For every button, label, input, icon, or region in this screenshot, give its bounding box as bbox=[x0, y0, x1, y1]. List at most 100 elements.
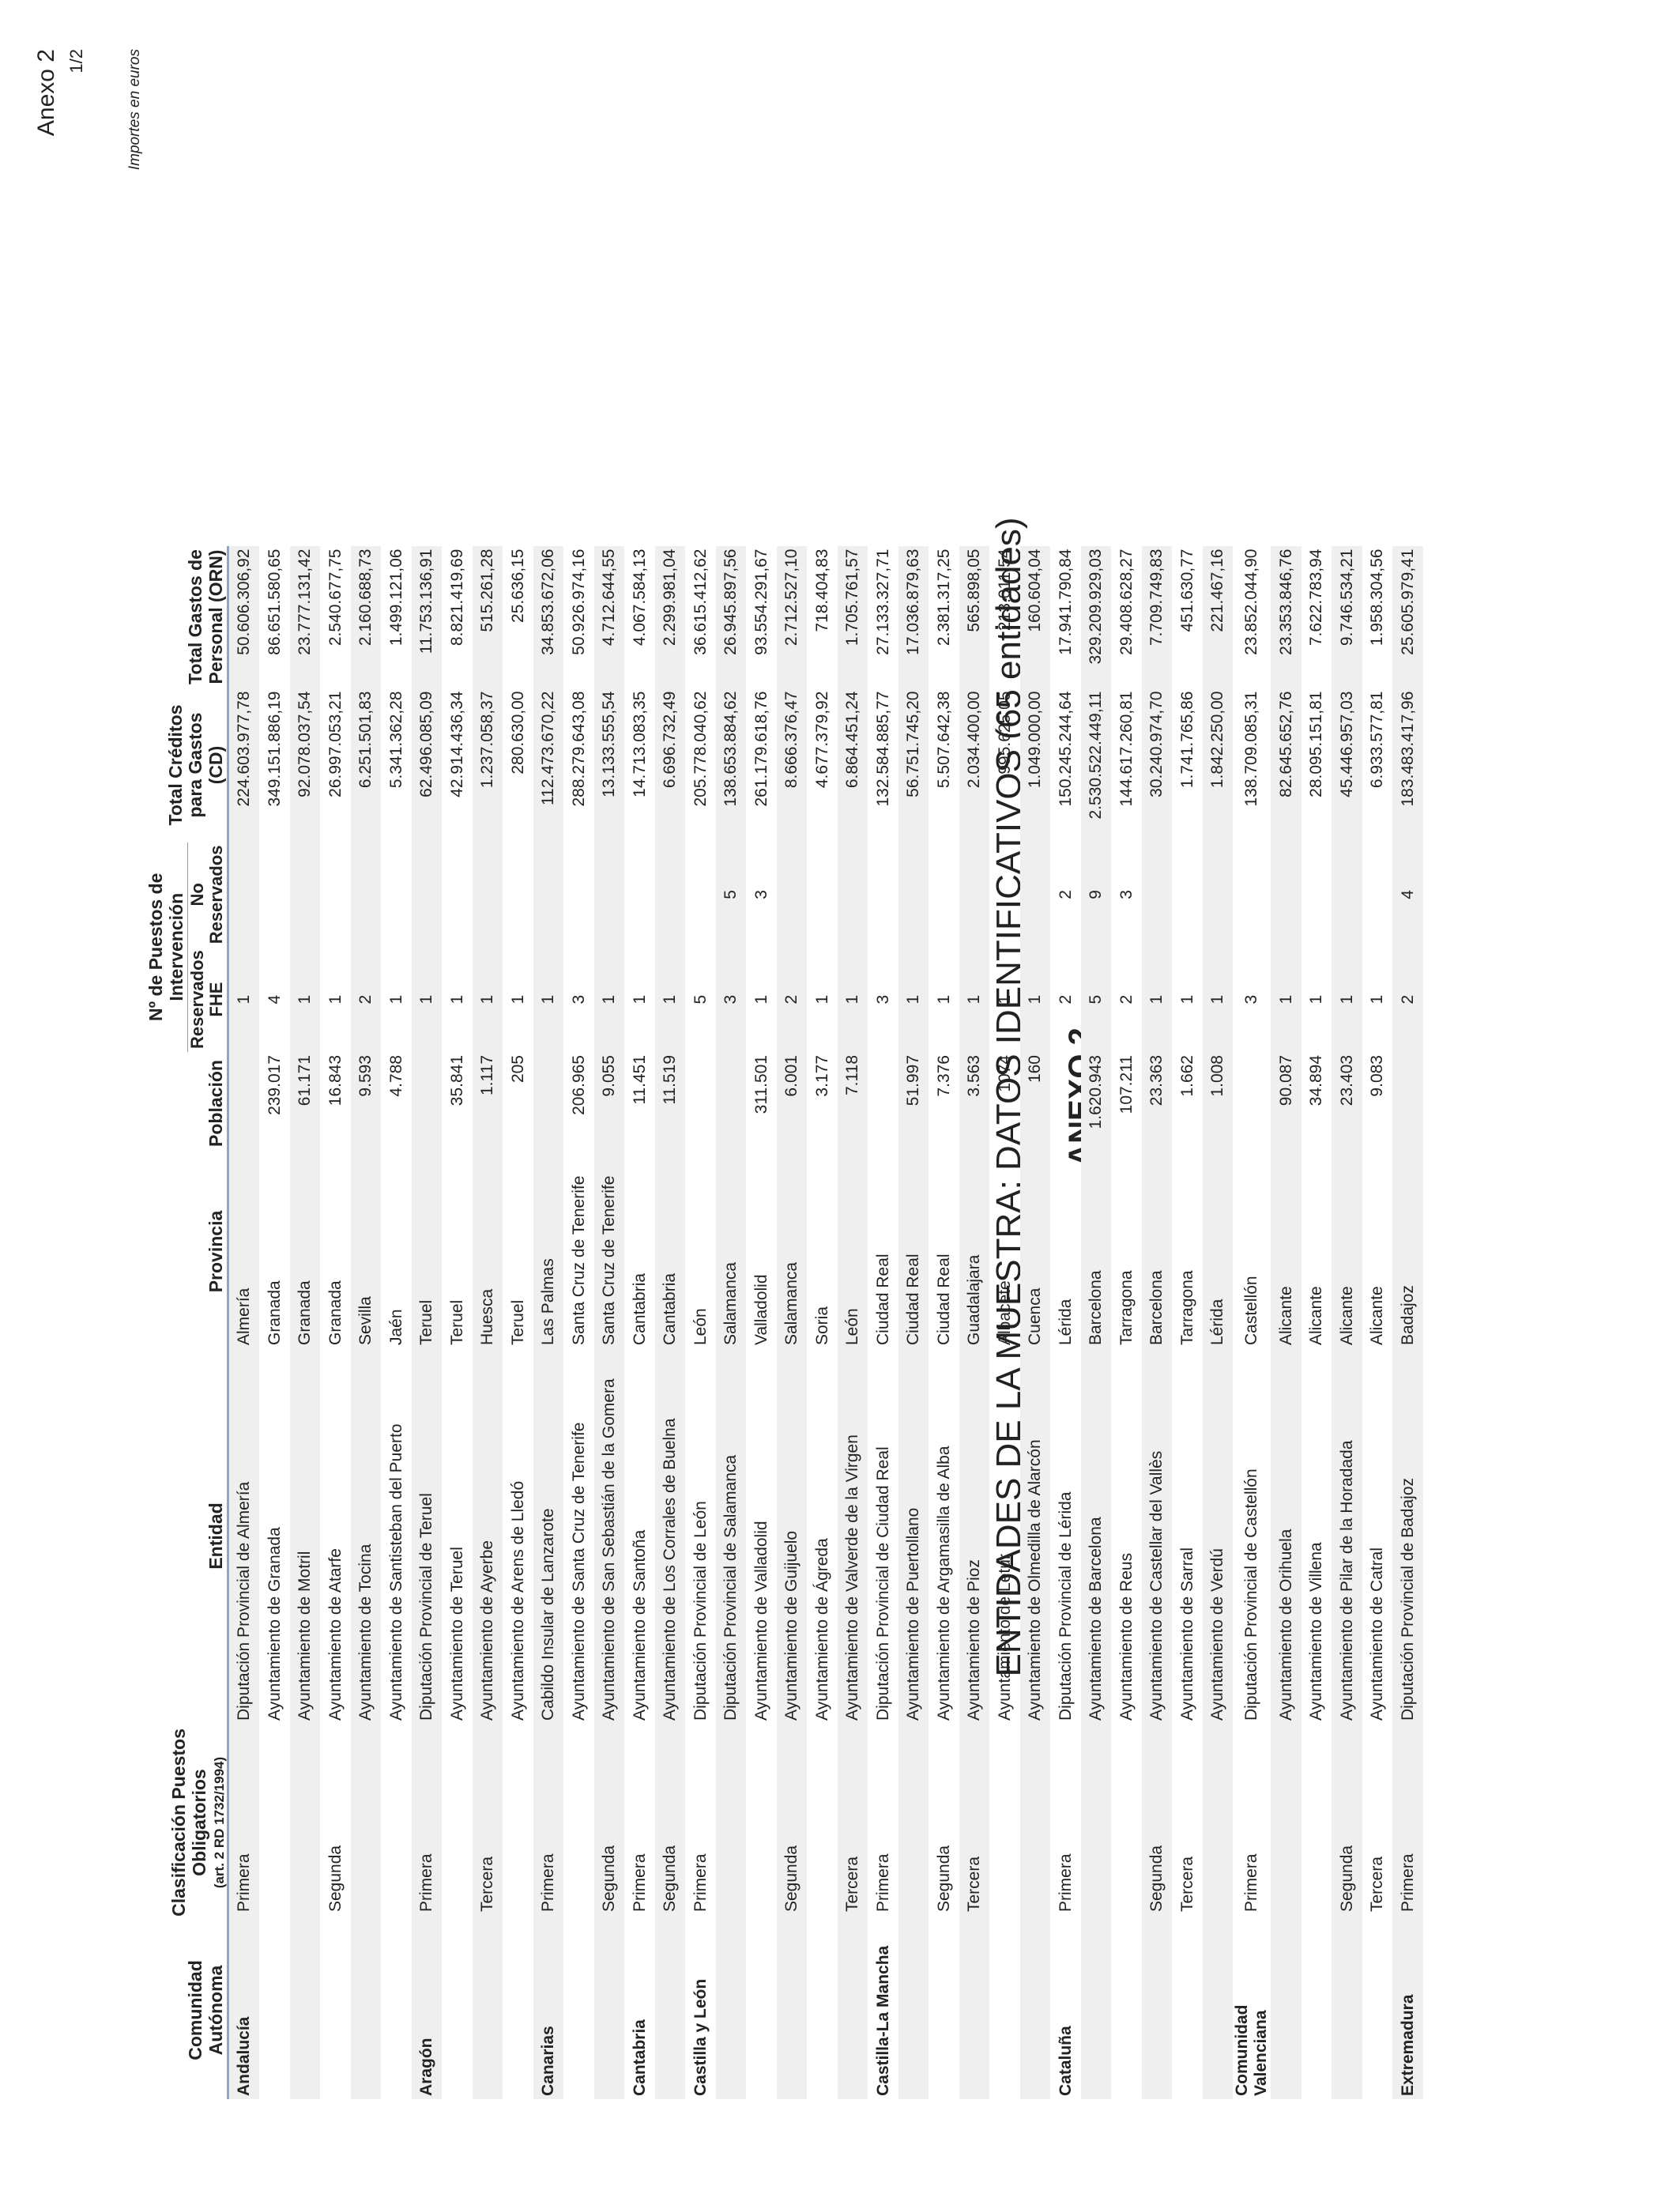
cell-gastos: 9.746.534,21 bbox=[1332, 545, 1362, 688]
cell-clasificacion: Primera bbox=[1392, 1724, 1423, 1921]
cell-comunidad bbox=[715, 1921, 747, 2099]
cell-clasificacion: Primera bbox=[1242, 1853, 1261, 1912]
cell-reservados: 1 bbox=[934, 994, 953, 1005]
cell-comunidad: Cataluña bbox=[1056, 2026, 1075, 2096]
cell-reservados: 1 bbox=[1202, 947, 1234, 1052]
cell-comunidad bbox=[1332, 1921, 1362, 2099]
cell-entidad: Ayuntamiento de Arens de Lledó bbox=[508, 1480, 527, 1721]
table-row: Castilla y León Primera Diputación Provinc… bbox=[685, 546, 716, 2099]
cell-poblacion bbox=[411, 1052, 443, 1155]
cell-creditos: 995.625,05 bbox=[995, 691, 1014, 775]
table-row: Ayuntamiento de Orihuela Alicante 90.087 1 8… bbox=[1271, 545, 1301, 2099]
cell-comunidad: Comunidad Valenciana bbox=[1233, 2004, 1271, 2097]
cell-gastos: 2.712.527,10 bbox=[776, 545, 808, 688]
cell-reservados: 1 bbox=[1177, 994, 1196, 1005]
cell-gastos: 451.630,77 bbox=[1177, 548, 1196, 632]
table-row: Ayuntamiento de Valladolid Valladolid 311.… bbox=[746, 546, 777, 2099]
cell-clasificacion: Segunda bbox=[326, 1845, 345, 1912]
entities-table: Comunidad Autónoma Clasificación Puestos… bbox=[145, 545, 1423, 2099]
cell-provincia: Granada bbox=[289, 1155, 321, 1348]
cell-comunidad bbox=[1301, 1921, 1332, 2099]
cell-reservados: 1 bbox=[386, 994, 405, 1005]
cell-gastos: 2.381.317,25 bbox=[934, 548, 953, 647]
cell-creditos: 2.530.522.449,11 bbox=[1080, 688, 1112, 843]
cell-entidad: Ayuntamiento de Verdú bbox=[1202, 1348, 1234, 1724]
cell-gastos: 7.622.783,94 bbox=[1307, 548, 1325, 647]
cell-poblacion: 7.376 bbox=[934, 1055, 953, 1097]
cell-clasificacion: Segunda bbox=[1141, 1724, 1173, 1921]
cell-clasificacion bbox=[807, 1724, 838, 1921]
cell-creditos: 5.507.642,38 bbox=[934, 691, 953, 789]
cell-no-reservados bbox=[898, 842, 929, 948]
cell-clasificacion bbox=[563, 1724, 594, 1921]
cell-reservados: 1 bbox=[837, 947, 868, 1052]
cell-gastos: 26.945.897,56 bbox=[715, 545, 747, 688]
cell-gastos: 1.705.761,57 bbox=[837, 545, 868, 688]
cell-reservados: 1 bbox=[593, 947, 625, 1052]
table-row: Cataluña Primera Diputación Provincial de … bbox=[1050, 546, 1081, 2099]
cell-clasificacion: Segunda bbox=[654, 1724, 686, 1921]
cell-entidad: Cabildo Insular de Lanzarote bbox=[533, 1348, 564, 1724]
cell-gastos: 17.941.790,84 bbox=[1056, 548, 1075, 655]
cell-creditos: 56.751.745,20 bbox=[898, 688, 929, 843]
cell-clasificacion bbox=[1271, 1724, 1301, 1921]
cell-clasificacion: Segunda bbox=[593, 1724, 625, 1921]
cell-reservados: 1 bbox=[959, 947, 990, 1052]
cell-comunidad: Canarias bbox=[533, 1921, 564, 2099]
cell-poblacion: 51.997 bbox=[898, 1052, 929, 1155]
table-row: Ayuntamiento de Puertollano Ciudad Real 51… bbox=[898, 545, 929, 2099]
cell-creditos: 8.666.376,47 bbox=[776, 688, 808, 843]
cell-comunidad bbox=[289, 1921, 321, 2099]
cell-no-reservados: 3 bbox=[1117, 890, 1136, 899]
cell-gastos: 7.709.749,83 bbox=[1141, 545, 1173, 688]
cell-creditos: 26.997.053,21 bbox=[326, 691, 345, 797]
cell-entidad: Ayuntamiento de Reus bbox=[1117, 1552, 1136, 1721]
cell-poblacion: 23.403 bbox=[1332, 1052, 1362, 1155]
cell-poblacion bbox=[685, 1052, 716, 1155]
col-header-poblacion: Población bbox=[146, 1052, 228, 1155]
cell-comunidad bbox=[1362, 1921, 1393, 2099]
cell-provincia: Salamanca bbox=[776, 1155, 808, 1348]
cell-no-reservados bbox=[593, 842, 625, 948]
col-header-reservados: Reservados FHE bbox=[187, 947, 228, 1052]
cell-entidad: Diputación Provincial de Lérida bbox=[1056, 1491, 1075, 1721]
cell-provincia: Albacete bbox=[995, 1280, 1014, 1345]
cell-creditos: 6.933.577,81 bbox=[1368, 691, 1386, 789]
cell-comunidad: Castilla-La Mancha bbox=[873, 1945, 892, 2096]
cell-poblacion bbox=[228, 1052, 260, 1155]
cell-provincia: Soria bbox=[812, 1306, 831, 1345]
cell-no-reservados bbox=[1141, 842, 1173, 948]
cell-reservados: 2 bbox=[1117, 994, 1136, 1005]
cell-entidad: Ayuntamiento de Granada bbox=[265, 1527, 284, 1721]
cell-reservados: 1 bbox=[1307, 994, 1325, 1005]
cell-provincia: Salamanca bbox=[715, 1155, 747, 1348]
cell-clasificacion bbox=[898, 1724, 929, 1921]
cell-no-reservados: 2 bbox=[1056, 890, 1075, 899]
cell-comunidad bbox=[1080, 1921, 1112, 2099]
cell-provincia: Alicante bbox=[1307, 1286, 1325, 1345]
cell-provincia: Granada bbox=[265, 1280, 284, 1345]
cell-creditos: 1.237.058,37 bbox=[472, 688, 503, 843]
cell-clasificacion: Segunda bbox=[1332, 1724, 1362, 1921]
cell-gastos: 23.353.846,76 bbox=[1271, 545, 1301, 688]
cell-clasificacion bbox=[989, 1724, 1020, 1921]
cell-poblacion: 35.841 bbox=[447, 1055, 466, 1106]
cell-no-reservados bbox=[1233, 843, 1271, 948]
table-row: Ayuntamiento de Verdú Lérida 1.008 1 1.842.2… bbox=[1202, 545, 1234, 2099]
cell-clasificacion bbox=[1080, 1724, 1112, 1921]
table-row: Ayuntamiento de Santisteban del Puerto Ja… bbox=[381, 546, 412, 2099]
cell-gastos: 17.036.879,63 bbox=[898, 545, 929, 688]
cell-poblacion: 206.965 bbox=[569, 1055, 588, 1115]
table-row: Segunda Ayuntamiento de Los Corrales de B… bbox=[654, 545, 686, 2099]
cell-comunidad bbox=[503, 1921, 533, 2099]
table-row: Tercera Ayuntamiento de Pioz Guadalajara 3.… bbox=[959, 545, 990, 2099]
cell-clasificacion: Primera bbox=[630, 1853, 649, 1912]
table-row: Castilla-La Mancha Primera Diputación Prov… bbox=[868, 546, 898, 2099]
cell-clasificacion: Primera bbox=[533, 1724, 564, 1921]
cell-reservados: 5 bbox=[691, 994, 710, 1005]
cell-provincia: León bbox=[691, 1308, 710, 1345]
cell-entidad: Diputación Provincial de Castellón bbox=[1242, 1468, 1261, 1721]
cell-provincia: Granada bbox=[326, 1280, 345, 1345]
cell-creditos: 183.483.417,96 bbox=[1392, 688, 1423, 843]
cell-reservados: 1 bbox=[533, 947, 564, 1052]
